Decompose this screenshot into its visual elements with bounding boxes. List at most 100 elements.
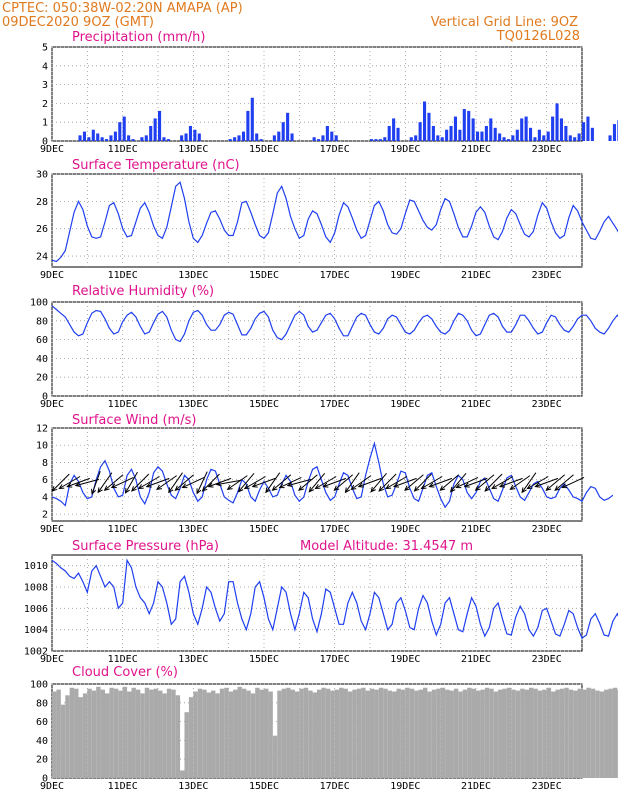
cloud-bar (153, 688, 158, 778)
precip-bar (193, 129, 197, 141)
precip-bar (78, 135, 82, 141)
cloud-bar (303, 687, 309, 778)
wind-arrow (413, 473, 432, 492)
temp-panel: 9DEC 11DEC 13DEC 15DEC 17DEC 19DEC 21DEC 23DEC 2… (36, 170, 618, 281)
wind-arrow (97, 472, 113, 494)
cloud-bar (493, 691, 499, 778)
precip-bar (131, 139, 135, 141)
temp-x-tick-label: 21DEC (461, 270, 491, 281)
precip-bar (144, 135, 148, 141)
precip-bar (317, 139, 321, 141)
cloud-bar (233, 689, 238, 778)
wind-arrow (103, 474, 124, 491)
cloud-x-tick-label: 23DEC (532, 781, 562, 792)
precip-x-tick-label: 15DEC (249, 144, 279, 155)
wind-arrow (554, 474, 574, 491)
cloud-x-tick-label: 21DEC (461, 781, 491, 792)
pressure-x-tick-label: 19DEC (390, 654, 420, 665)
temp-y-tick-label: 24 (36, 252, 48, 263)
pressure-x-tick-label: 11DEC (108, 654, 138, 665)
precip-bar (122, 116, 126, 141)
cloud-bar (290, 689, 295, 778)
precip-y-tick-label: 1 (42, 118, 48, 129)
precip-bar (502, 137, 506, 141)
cloud-bar (347, 691, 353, 778)
cloud-bar (409, 688, 415, 778)
wind-arrow (534, 477, 559, 488)
cloud-panel: 9DEC 11DEC 13DEC 15DEC 17DEC 19DEC 21DEC 23DEC 0… (30, 680, 618, 792)
wind-arrow (357, 477, 382, 488)
rh-x-tick-label: 21DEC (461, 399, 491, 410)
cloud-x-tick-label: 9DEC (40, 781, 64, 792)
precip-bar (533, 137, 537, 141)
wind-arrow (509, 475, 531, 491)
rh-x-tick-label: 13DEC (178, 399, 208, 410)
precip-bar (82, 131, 87, 141)
cloud-bar (215, 693, 220, 778)
temp-series-line (51, 181, 618, 263)
wind-arrow (308, 472, 326, 493)
wind-y-tick-label: 6 (42, 475, 48, 486)
precip-bar (445, 129, 449, 141)
precip-bar (281, 122, 285, 141)
cloud-x-tick-label: 11DEC (108, 781, 138, 792)
cloud-bar (82, 693, 88, 778)
precip-bar (449, 125, 453, 141)
wind-arrow (237, 472, 255, 493)
precip-bar (127, 135, 131, 141)
wind-arrow (322, 477, 347, 488)
cloud-bar (480, 689, 485, 778)
wind-arrow (498, 477, 523, 488)
cloud-bar (361, 687, 366, 778)
precip-bar (590, 127, 594, 141)
precip-bar (608, 135, 612, 141)
precip-bar (546, 131, 550, 141)
precip-y-tick-label: 2 (42, 99, 48, 110)
precip-x-tick-label: 13DEC (178, 144, 208, 155)
cloud-bar (423, 687, 428, 778)
cloud-bar (237, 686, 242, 778)
rh-series-line (51, 305, 618, 343)
cloud-bar (546, 687, 552, 778)
cloud-title: Cloud Cover (%) (72, 665, 178, 680)
cloud-bar (484, 687, 490, 778)
wind-arrow (215, 479, 241, 487)
precip-bar (100, 137, 104, 141)
precip-panel: 9DEC 11DEC 13DEC 15DEC 17DEC 19DEC 21DEC 23DEC 0… (40, 43, 618, 155)
precip-y-tick-label: 0 (42, 137, 48, 148)
cloud-bar (339, 687, 344, 778)
cloud-bar (264, 688, 269, 778)
precip-bar (166, 139, 170, 141)
rh-y-tick-label: 0 (42, 392, 48, 403)
cloud-bar (308, 690, 313, 778)
precip-bar (555, 103, 559, 141)
cloud-bar (506, 687, 512, 778)
header-grid-note: Vertical Grid Line: 9OZ (431, 15, 578, 30)
cloud-bar (462, 689, 468, 778)
wind-arrow (404, 474, 424, 491)
wind-arrow (196, 471, 208, 495)
cloud-bar (529, 687, 534, 778)
precip-bar (568, 135, 572, 141)
rh-x-tick-label: 19DEC (390, 399, 420, 410)
cloud-bar (400, 689, 406, 778)
wind-arrow (545, 474, 566, 491)
pressure-y-tick-label: 1004 (24, 625, 48, 636)
pressure-title: Surface Pressure (hPa) (72, 539, 219, 554)
wind-arrow (168, 472, 183, 494)
wind-arrow (428, 477, 453, 488)
wind-x-tick-label: 15DEC (249, 524, 279, 535)
cloud-y-tick-label: 0 (42, 774, 48, 785)
wind-arrow (58, 476, 81, 490)
cloud-bar (69, 687, 75, 778)
cloud-bar (259, 689, 264, 778)
wind-arrow (91, 471, 101, 495)
precip-x-tick-label: 21DEC (461, 144, 491, 155)
cloud-bar (140, 693, 145, 778)
wind-arrow (298, 474, 318, 491)
cloud-bar (449, 690, 454, 778)
wind-arrow (74, 478, 100, 488)
precip-bar (506, 139, 511, 141)
